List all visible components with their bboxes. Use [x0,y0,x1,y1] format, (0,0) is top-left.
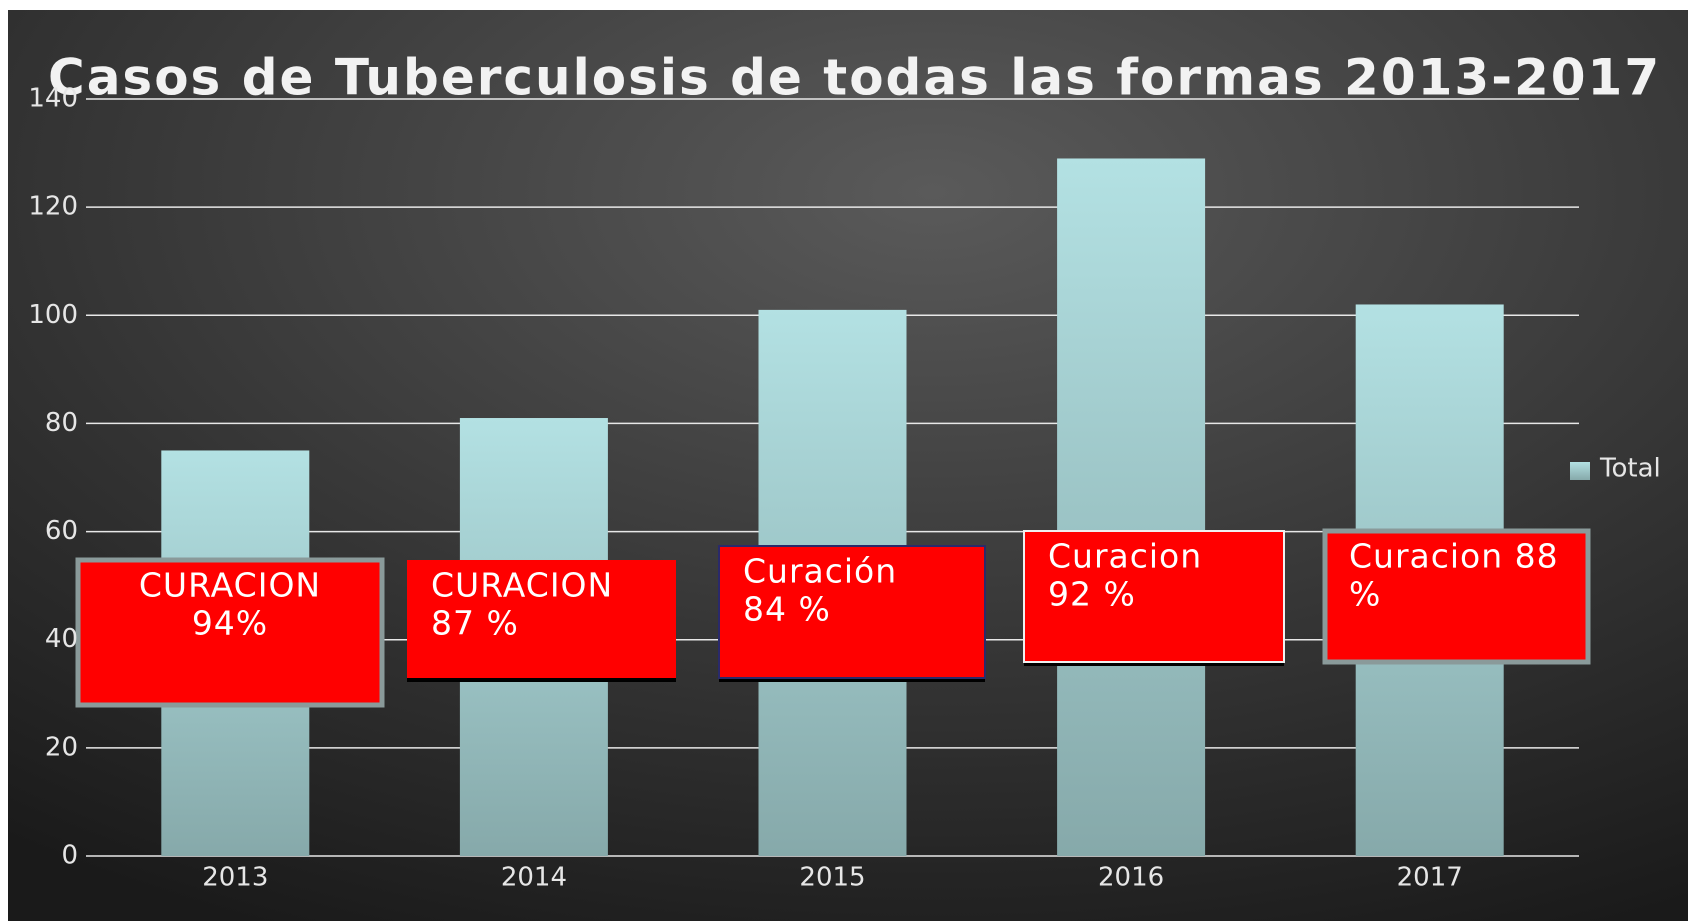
legend-swatch [1570,462,1590,480]
annotation-text: 84 % [743,590,831,629]
y-tick-label: 140 [28,84,78,114]
x-tick-label: 2015 [799,863,865,893]
annotation-text: CURACION [139,566,321,605]
annotation-text: 92 % [1048,575,1136,614]
annotation-box [1023,530,1285,663]
y-tick-label: 40 [45,624,78,654]
annotation-shadow [407,676,676,682]
x-tick-label: 2016 [1098,863,1164,893]
y-tick-label: 0 [61,841,78,871]
x-tick-label: 2017 [1397,863,1463,893]
annotation-box [718,545,986,679]
x-tick-label: 2014 [501,863,567,893]
y-tick-label: 20 [45,732,78,762]
y-tick-label: 80 [45,408,78,438]
annotation-text: % [1349,575,1381,614]
annotation-box [75,557,385,708]
annotation-text: Curacion [1048,537,1202,576]
annotation-box [1322,528,1591,665]
annotation-box [407,560,676,678]
y-tick-label: 120 [28,192,78,222]
x-tick-label: 2013 [202,863,268,893]
annotation-text: Curación [743,552,897,591]
legend-label: Total [1599,454,1661,484]
chart-title: Casos de Tuberculosis de todas las forma… [48,49,1661,107]
y-tick-label: 100 [28,300,78,330]
annotation-text: 94% [192,604,268,643]
bar [1057,158,1206,856]
annotation-text: CURACION [431,566,613,605]
annotation-text: 87 % [431,604,519,643]
y-tick-label: 60 [45,516,78,546]
annotation-text: Curacion 88 [1349,537,1559,576]
